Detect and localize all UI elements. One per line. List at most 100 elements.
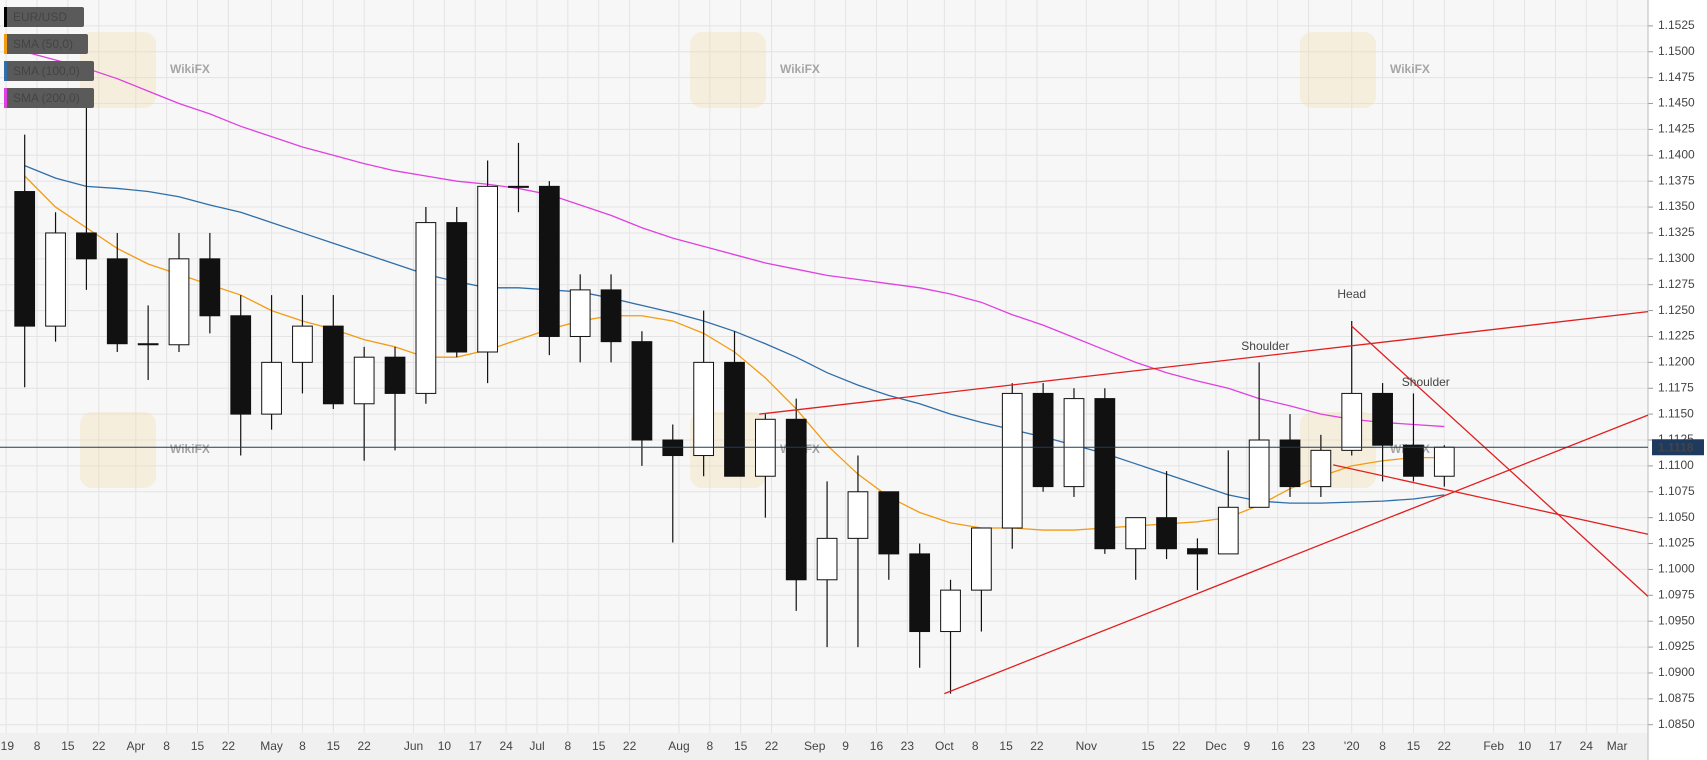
y-tick-label: 1.1300 (1658, 251, 1695, 265)
x-tick-label: Oct (935, 739, 954, 753)
candle-body (415, 222, 437, 394)
watermark: WikiFX (1390, 62, 1430, 76)
x-tick-label: 15 (734, 739, 748, 753)
candle-body (971, 527, 992, 591)
watermark-logo (690, 32, 766, 108)
candle-body (1094, 398, 1116, 550)
x-tick-label: Aug (668, 739, 689, 753)
candle-body (477, 185, 498, 353)
y-tick-label: 1.0875 (1658, 691, 1695, 705)
candle-body (909, 553, 931, 633)
last-price-label: 1.1118 (1658, 440, 1694, 454)
candle-body (693, 361, 715, 457)
legend-box (4, 88, 94, 108)
candle-body (446, 222, 468, 353)
x-tick-label: 8 (706, 739, 713, 753)
legend-label: SMA (200,0) (13, 91, 80, 105)
candle-body (1310, 449, 1332, 488)
y-tick-label: 1.1475 (1658, 70, 1695, 84)
x-tick-label: 10 (1518, 739, 1532, 753)
candle-body (569, 289, 591, 337)
candle-body (1063, 398, 1085, 488)
x-tick-label: 23 (1302, 739, 1316, 753)
trendline (1333, 464, 1649, 535)
x-tick-label: 23 (901, 739, 915, 753)
candle-body (1372, 392, 1393, 446)
x-tick-label: 9 (842, 739, 849, 753)
y-tick-label: 1.1150 (1658, 406, 1694, 420)
last-price-box (1652, 439, 1704, 456)
candle-body (1156, 517, 1177, 550)
x-tick-label: 10 (438, 739, 452, 753)
x-tick-label: '20 (1344, 739, 1360, 753)
x-tick-label: 24 (1580, 739, 1594, 753)
y-tick-label: 1.1375 (1658, 173, 1695, 187)
annotation: Shoulder (1241, 339, 1289, 353)
candle-body (353, 356, 375, 405)
legend-label: SMA (50,0) (13, 37, 73, 51)
x-tick-label: 15 (327, 739, 341, 753)
x-tick-label: 8 (565, 739, 572, 753)
candle-body (137, 343, 159, 346)
candle-body (878, 491, 900, 555)
x-tick-label: 15 (1407, 739, 1421, 753)
y-tick-label: 1.0925 (1658, 639, 1695, 653)
candle-body (322, 325, 344, 405)
watermark-logo (80, 412, 156, 488)
watermark-logo (1300, 32, 1376, 108)
candle-body (1125, 517, 1147, 550)
legend-label: EUR/USD (13, 10, 67, 24)
candle-body (785, 418, 807, 581)
watermark-logo (80, 32, 156, 108)
candle-body (230, 315, 252, 415)
x-tick-label: 9 (1243, 739, 1250, 753)
watermark: WikiFX (780, 62, 820, 76)
x-tick-label: 15 (191, 739, 205, 753)
y-tick-label: 1.1425 (1658, 122, 1695, 136)
legend-box (4, 34, 88, 54)
candle-body (816, 537, 838, 581)
y-tick-label: 1.1050 (1658, 510, 1695, 524)
x-tick-label: 22 (222, 739, 236, 753)
y-tick-label: 1.1250 (1658, 303, 1695, 317)
x-tick-label: Jun (404, 739, 423, 753)
trendline (1351, 325, 1649, 597)
x-tick-label: Feb (1483, 739, 1504, 753)
x-tick-label: 15 (999, 739, 1013, 753)
candle-body (847, 491, 869, 539)
y-tick-label: 1.1075 (1658, 484, 1695, 498)
x-tick-label: 22 (1030, 739, 1044, 753)
x-tick-label: Sep (804, 739, 826, 753)
x-tick-label: 24 (499, 739, 513, 753)
x-tick-label: 22 (92, 739, 106, 753)
candle-body (1403, 444, 1424, 477)
trendline (944, 414, 1649, 695)
candle-body (1341, 392, 1363, 451)
x-tick-label: May (260, 739, 283, 753)
y-tick-label: 1.1525 (1658, 18, 1695, 32)
x-tick-label: 22 (765, 739, 779, 753)
watermark: WikiFX (170, 442, 210, 456)
x-tick-label: Apr (126, 739, 145, 753)
x-tick-label: 8 (972, 739, 979, 753)
x-tick-label: Dec (1205, 739, 1226, 753)
x-tick-label: 8 (163, 739, 170, 753)
sma-line (24, 51, 1445, 428)
candle-body (508, 185, 529, 188)
x-tick-label: 22 (1172, 739, 1186, 753)
annotation: Shoulder (1402, 375, 1450, 389)
y-tick-label: 1.1500 (1658, 44, 1695, 58)
x-tick-label: Mar (1607, 739, 1628, 753)
y-tick-label: 1.0950 (1658, 613, 1695, 627)
legend-box (4, 7, 84, 27)
y-tick-label: 1.1275 (1658, 277, 1695, 291)
trendline (759, 310, 1649, 415)
candle-body (384, 356, 406, 394)
candle-body (631, 341, 653, 441)
candle-body (1187, 548, 1208, 555)
x-tick-label: Jul (529, 739, 544, 753)
x-tick-label: 15 (61, 739, 75, 753)
y-tick-label: 1.0900 (1658, 665, 1695, 679)
candle-body (1217, 506, 1239, 555)
candle-body (1032, 392, 1054, 488)
